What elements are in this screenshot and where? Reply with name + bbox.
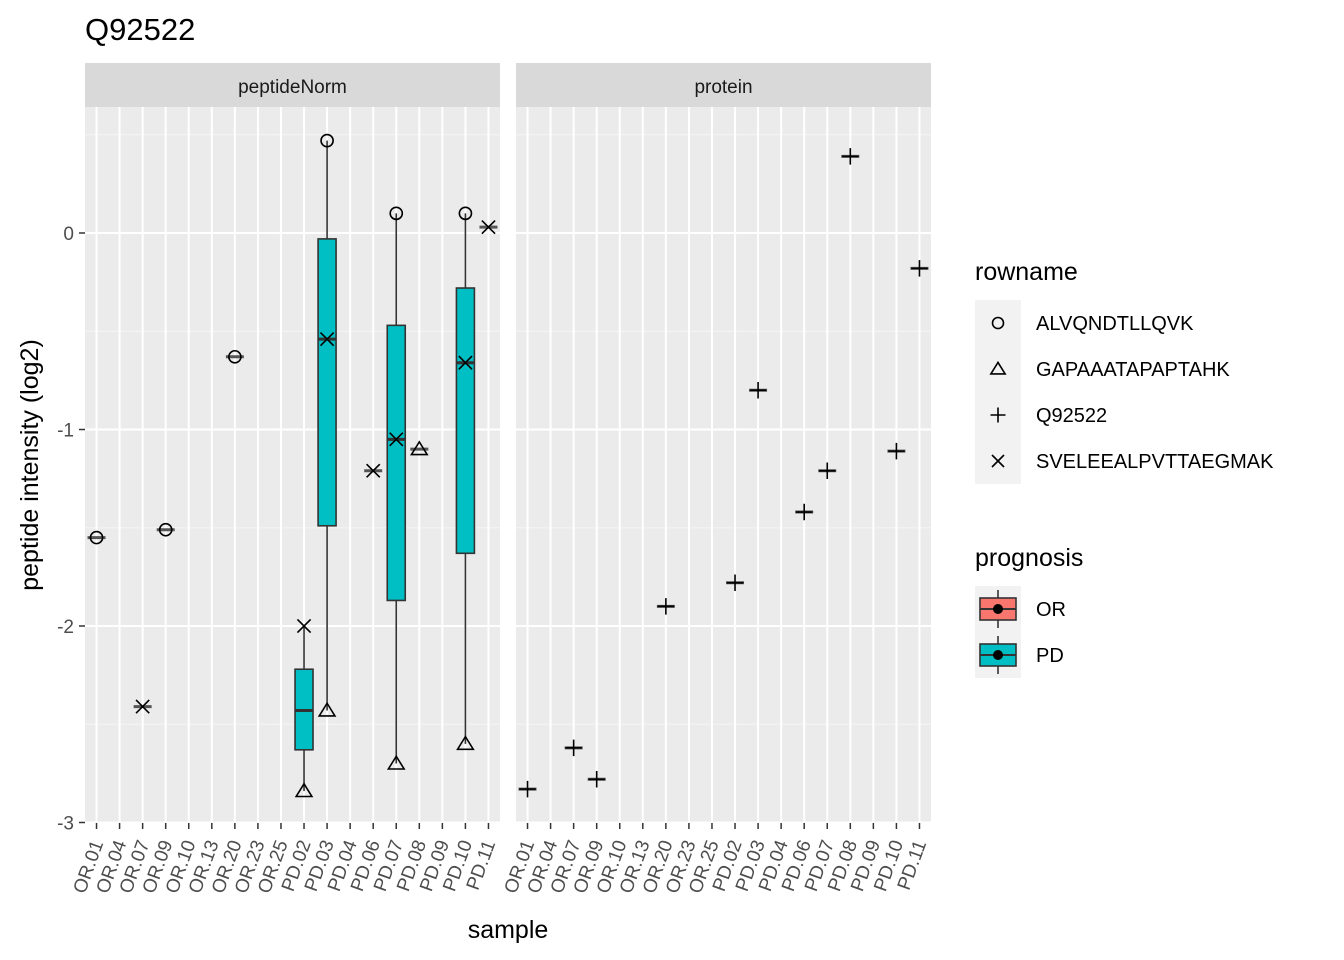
legend-key-dot: [993, 650, 1003, 660]
point-plus: [888, 442, 905, 460]
facet-panel-peptideNorm: peptideNormOR.01OR.04OR.07OR.09OR.10OR.1…: [70, 63, 500, 896]
legend-key-triangle: [989, 360, 1007, 375]
box-PD.03: [317, 140, 337, 711]
point-circle: [158, 522, 173, 537]
point-plus: [726, 574, 744, 592]
point-cross: [458, 355, 473, 370]
facet-panel-protein: proteinOR.01OR.04OR.07OR.09OR.10OR.13OR.…: [501, 63, 931, 896]
point-circle: [89, 530, 104, 545]
point-circle: [228, 349, 242, 364]
legend-rowname: rowname ALVQNDTLLQVK GAPAAATAPAPTAHK Q92522…: [975, 258, 1274, 484]
point-circle: [458, 206, 473, 221]
legend-rowname-label: SVELEEALPVTTAEGMAK: [1036, 451, 1274, 473]
point-triangle: [456, 735, 475, 751]
legend-rowname-title: rowname: [975, 258, 1078, 286]
legend-rowname-label: Q92522: [1036, 405, 1107, 427]
y-tick-label: 0: [63, 224, 74, 245]
legend-prognosis-label: PD: [1036, 645, 1064, 667]
legend-key: [975, 346, 1021, 392]
point-plus: [749, 381, 767, 399]
point-triangle: [317, 701, 337, 717]
box-body: [317, 238, 337, 527]
facet-strip: [85, 63, 500, 107]
facet-strip: [516, 63, 931, 107]
y-axis-label: peptide intensity (log2): [16, 339, 44, 591]
point-triangle: [410, 440, 429, 456]
y-tick-label: -1: [57, 421, 74, 442]
legend-key-cross: [991, 454, 1005, 468]
legend-key: [975, 300, 1021, 346]
panel-background: [516, 107, 931, 823]
box-PD.02: [294, 626, 314, 792]
legend-prognosis: prognosis OR PD: [975, 544, 1083, 678]
box-body: [455, 287, 476, 555]
point-cross: [481, 219, 496, 235]
y-tick-label: -2: [57, 617, 74, 638]
facet-strip-label: protein: [694, 77, 752, 98]
point-plus: [842, 148, 859, 165]
panel-background: [85, 107, 500, 823]
point-cross: [319, 331, 335, 347]
legend-prognosis-title: prognosis: [975, 544, 1083, 572]
point-cross: [366, 463, 381, 478]
point-circle: [389, 206, 404, 221]
point-cross: [389, 432, 404, 447]
legend-rowname-label: ALVQNDTLLQVK: [1036, 313, 1194, 335]
chart-title: Q92522: [85, 12, 195, 47]
point-circle: [320, 133, 334, 148]
box-body: [386, 324, 407, 602]
point-cross: [296, 618, 312, 634]
point-plus: [819, 462, 836, 480]
point-plus: [588, 771, 605, 788]
point-triangle: [386, 754, 406, 770]
x-axis-label: sample: [468, 916, 549, 944]
legend-key-dot: [993, 604, 1003, 614]
point-plus: [795, 503, 813, 521]
point-plus: [657, 598, 675, 615]
legend-prognosis-label: OR: [1036, 599, 1066, 621]
legend-rowname-label: GAPAAATAPAPTAHK: [1036, 359, 1230, 381]
point-plus: [519, 780, 536, 798]
point-plus: [565, 739, 582, 757]
point-cross: [135, 699, 150, 714]
box-PD.10: [455, 213, 476, 744]
point-triangle: [294, 782, 314, 798]
legend-key-plus: [990, 407, 1006, 423]
facet-strip-label: peptideNorm: [238, 77, 347, 98]
y-tick-label: -3: [57, 814, 74, 835]
legend-key-circle: [991, 316, 1005, 330]
point-plus: [911, 260, 928, 277]
